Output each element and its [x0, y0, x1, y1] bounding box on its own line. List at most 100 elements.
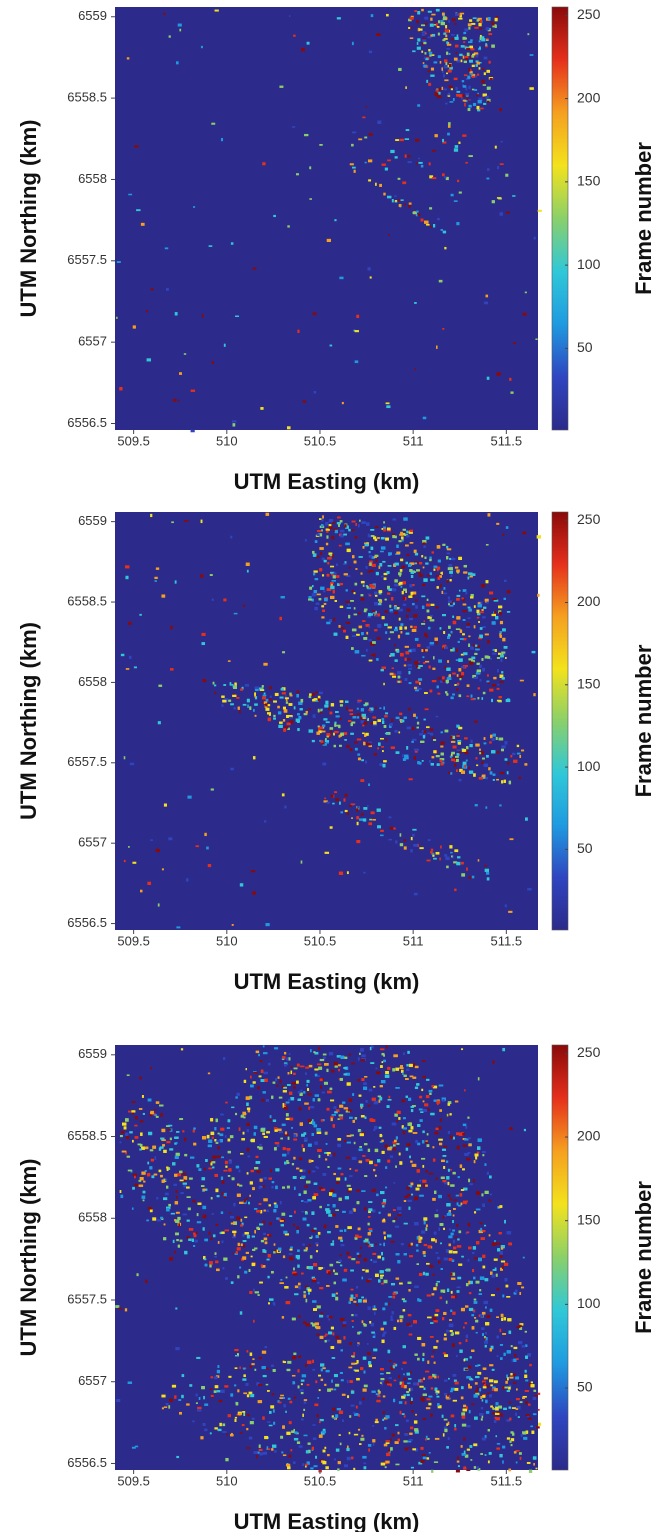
speckle: [351, 144, 354, 147]
speckle: [467, 76, 470, 79]
speckle: [443, 631, 445, 634]
speckle: [448, 20, 450, 23]
speckle: [337, 17, 341, 19]
speckle: [368, 745, 372, 747]
speckle: [385, 1303, 388, 1306]
speckle: [439, 857, 441, 860]
speckle: [224, 344, 226, 347]
speckle: [463, 571, 467, 573]
speckle: [247, 1129, 249, 1132]
speckle: [425, 33, 427, 35]
speckle: [382, 721, 384, 724]
speckle: [125, 565, 129, 568]
speckle: [405, 545, 409, 547]
speckle: [412, 50, 415, 52]
speckle: [265, 923, 269, 926]
speckle: [382, 1061, 384, 1063]
speckle: [239, 1202, 243, 1204]
speckle: [467, 684, 470, 686]
y-tick-label: 6556.5: [67, 415, 107, 430]
speckle: [406, 633, 410, 635]
speckle: [268, 718, 271, 721]
speckle: [418, 571, 420, 573]
speckle: [277, 706, 279, 708]
speckle: [466, 623, 470, 625]
speckle: [171, 1213, 175, 1215]
speckle: [427, 860, 431, 862]
speckle: [458, 142, 460, 144]
speckle: [440, 61, 442, 64]
speckle: [361, 655, 365, 657]
speckle: [432, 680, 436, 682]
speckle: [408, 1207, 410, 1210]
speckle: [331, 536, 334, 539]
speckle: [470, 1356, 472, 1358]
speckle: [399, 574, 401, 577]
speckle: [477, 74, 479, 76]
speckle: [131, 1110, 135, 1112]
speckle: [383, 529, 386, 532]
speckle: [325, 1334, 327, 1336]
speckle: [356, 816, 359, 819]
speckle: [489, 592, 493, 595]
speckle: [433, 224, 435, 227]
speckle: [175, 312, 178, 315]
speckle: [428, 11, 432, 13]
speckle: [368, 571, 371, 573]
speckle: [440, 627, 442, 629]
speckle: [296, 173, 299, 175]
speckle: [287, 426, 291, 429]
speckle: [466, 867, 468, 870]
speckle: [365, 106, 367, 108]
speckle: [436, 716, 439, 718]
speckle: [362, 733, 364, 735]
speckle: [296, 1168, 299, 1170]
speckle: [460, 638, 464, 640]
speckle: [331, 1346, 335, 1349]
speckle: [381, 669, 384, 671]
speckle: [231, 242, 234, 244]
speckle: [462, 134, 466, 136]
speckle: [365, 733, 368, 736]
speckle: [364, 610, 367, 612]
speckle: [451, 752, 455, 754]
speckle: [449, 64, 452, 67]
speckle: [253, 267, 257, 269]
speckle: [403, 517, 407, 520]
speckle: [201, 633, 205, 636]
speckle: [263, 1052, 267, 1054]
speckle: [425, 23, 427, 25]
speckle: [408, 161, 412, 163]
speckle: [408, 27, 410, 29]
speckle: [434, 638, 437, 641]
speckle: [491, 750, 495, 753]
speckle: [282, 651, 285, 653]
speckle: [155, 580, 157, 582]
speckle: [372, 564, 376, 567]
speckle: [394, 579, 397, 582]
speckle: [334, 722, 336, 724]
speckle: [262, 162, 265, 165]
speckle: [455, 23, 457, 25]
speckle: [390, 631, 394, 633]
speckle: [165, 1193, 169, 1195]
speckle: [432, 756, 435, 758]
speckle: [372, 610, 375, 612]
speckle: [211, 123, 215, 125]
speckle: [411, 741, 413, 743]
speckle: [484, 764, 488, 767]
speckle: [326, 1285, 330, 1287]
speckle: [453, 1215, 455, 1217]
speckle: [440, 763, 443, 766]
speckle: [475, 744, 479, 747]
speckle: [467, 1117, 469, 1119]
y-tick-label: 6558.5: [67, 593, 107, 608]
speckle: [382, 750, 384, 752]
speckle: [342, 1102, 345, 1104]
speckle: [448, 597, 450, 600]
speckle: [509, 781, 511, 784]
speckle: [533, 693, 535, 696]
speckle: [358, 1228, 361, 1231]
speckle: [367, 267, 370, 270]
speckle: [384, 725, 387, 728]
